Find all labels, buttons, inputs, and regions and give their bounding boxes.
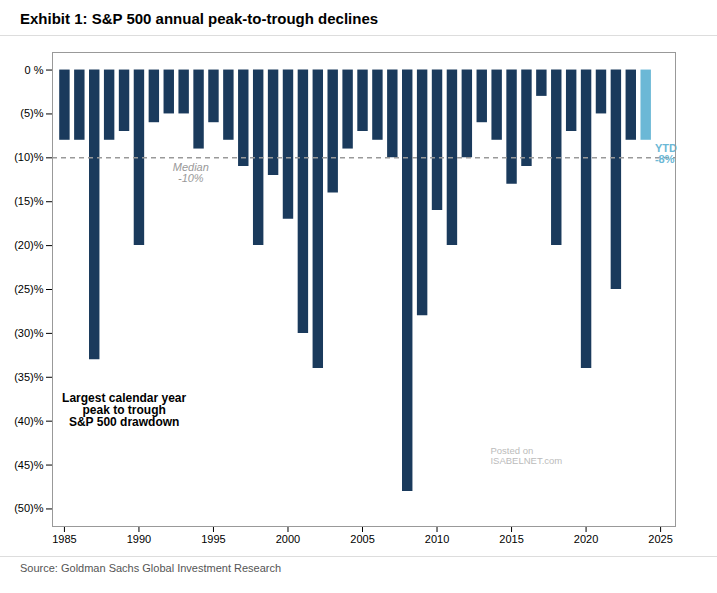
html-text:Exhibit 1: S&P 500 annual peak: Exhibit 1: S&P 500 annual peak-to-trough… (20, 10, 379, 27)
svg-text:(5)%: (5)% (20, 107, 43, 119)
svg-text:(30)%: (30)% (14, 327, 44, 339)
svg-text:2020: 2020 (574, 533, 598, 545)
svg-text:Largest calendar yearpeak to t: Largest calendar yearpeak to troughS&P 5… (62, 391, 186, 429)
svg-text:2000: 2000 (276, 533, 300, 545)
svg-text:(25)%: (25)% (14, 283, 44, 295)
html-text:Source: Goldman Sachs Global I: Source: Goldman Sachs Global Investment … (20, 562, 282, 574)
svg-text:(15)%: (15)% (14, 195, 44, 207)
svg-text:1985: 1985 (52, 533, 76, 545)
svg-text:1990: 1990 (127, 533, 151, 545)
svg-text:2010: 2010 (425, 533, 449, 545)
svg-text:Posted onISABELNET.com: Posted onISABELNET.com (490, 445, 562, 466)
svg-text:(35)%: (35)% (14, 371, 44, 383)
svg-text:2015: 2015 (499, 533, 523, 545)
svg-text:(50)%: (50)% (14, 502, 44, 514)
svg-text:(20)%: (20)% (14, 239, 44, 251)
svg-text:(10)%: (10)% (14, 151, 44, 163)
svg-text:Median-10%: Median-10% (173, 161, 209, 184)
svg-text:(45)%: (45)% (14, 459, 44, 471)
svg-text:1995: 1995 (201, 533, 225, 545)
svg-text:(40)%: (40)% (14, 415, 44, 427)
svg-text:YTD-8%: YTD-8% (655, 142, 677, 165)
svg-text:2025: 2025 (648, 533, 672, 545)
svg-text:0 %: 0 % (25, 64, 44, 76)
svg-text:2005: 2005 (350, 533, 374, 545)
